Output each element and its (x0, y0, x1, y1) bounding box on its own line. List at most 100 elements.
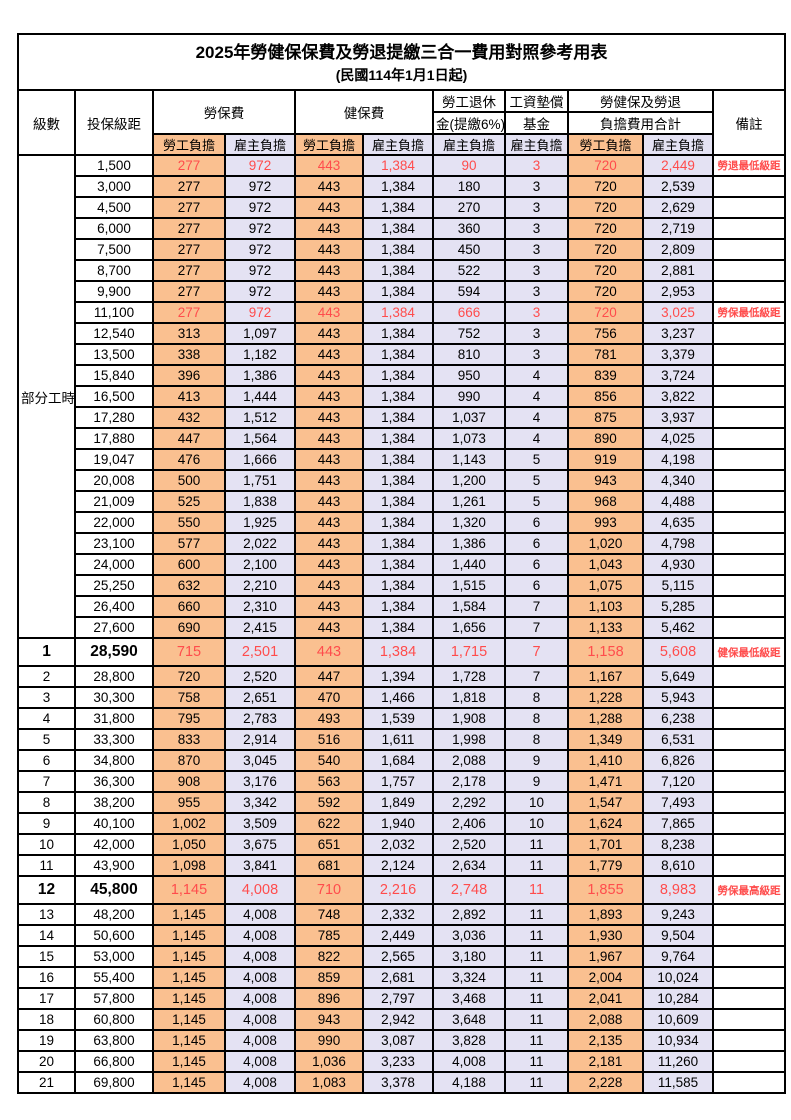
cell-level: 15 (17, 945, 76, 968)
cell-health-employee: 443 (294, 238, 364, 261)
cell-total-employer: 5,462 (642, 616, 714, 639)
cell-note (712, 616, 786, 639)
cell-bracket: 26,400 (74, 595, 154, 618)
table-row: 16 55,400 1,145 4,008 859 2,681 3,324 11 2,004 10… (17, 966, 786, 989)
cell-note (712, 749, 786, 772)
cell-total-employer: 3,937 (642, 406, 714, 429)
cell-bracket: 27,600 (74, 616, 154, 639)
cell-health-employee: 493 (294, 707, 364, 730)
cell-bracket: 6,000 (74, 217, 154, 240)
table-row: 27,600 690 2,415 443 1,384 1,656 7 1,133 5,462 (18, 616, 786, 639)
cell-wagefund-employer: 6 (504, 511, 569, 534)
cell-level: 11 (17, 854, 76, 877)
cell-health-employer: 1,757 (362, 770, 434, 793)
cell-total-employee: 1,779 (567, 854, 644, 877)
cell-pension-employer: 2,292 (432, 791, 506, 814)
cell-bracket: 66,800 (74, 1050, 154, 1073)
cell-bracket: 11,100 (74, 301, 154, 324)
cell-labor-employer: 2,415 (224, 616, 296, 639)
cell-bracket: 45,800 (74, 875, 154, 905)
cell-note (712, 217, 786, 240)
cell-pension-employer: 1,200 (432, 469, 506, 492)
cell-labor-employer: 1,512 (224, 406, 296, 429)
cell-bracket: 28,800 (74, 665, 154, 688)
cell-total-employer: 9,764 (642, 945, 714, 968)
cell-health-employer: 1,384 (362, 343, 434, 366)
cell-wagefund-employer: 3 (504, 217, 569, 240)
cell-wagefund-employer: 11 (504, 854, 569, 877)
cell-wagefund-employer: 7 (504, 595, 569, 618)
cell-labor-employer: 2,914 (224, 728, 296, 751)
cell-health-employee: 443 (294, 364, 364, 387)
col-header-labor-insurance: 勞保費 (152, 89, 296, 135)
cell-total-employee: 1,020 (567, 532, 644, 555)
cell-health-employee: 1,083 (294, 1071, 364, 1094)
cell-level: 10 (17, 833, 76, 856)
cell-level: 20 (17, 1050, 76, 1073)
cell-total-employee: 2,228 (567, 1071, 644, 1094)
cell-bracket: 60,800 (74, 1008, 154, 1031)
cell-wagefund-employer: 3 (504, 343, 569, 366)
cell-labor-employee: 277 (152, 259, 226, 282)
cell-pension-employer: 1,998 (432, 728, 506, 751)
cell-total-employer: 6,238 (642, 707, 714, 730)
cell-health-employee: 859 (294, 966, 364, 989)
table-row: 3,000 277 972 443 1,384 180 3 720 2,539 (18, 175, 786, 198)
cell-pension-employer: 270 (432, 196, 506, 219)
cell-note (712, 728, 786, 751)
cell-total-employer: 10,024 (642, 966, 714, 989)
cell-wagefund-employer: 11 (504, 966, 569, 989)
cell-pension-employer: 2,892 (432, 903, 506, 926)
cell-total-employer: 2,719 (642, 217, 714, 240)
cell-health-employer: 1,384 (362, 385, 434, 408)
cell-labor-employee: 500 (152, 469, 226, 492)
cell-health-employee: 563 (294, 770, 364, 793)
cell-bracket: 16,500 (74, 385, 154, 408)
cell-bracket: 7,500 (74, 238, 154, 261)
cell-labor-employee: 715 (152, 637, 226, 667)
cell-wagefund-employer: 11 (504, 1029, 569, 1052)
cell-wagefund-employer: 9 (504, 749, 569, 772)
cell-bracket: 38,200 (74, 791, 154, 814)
cell-health-employee: 443 (294, 511, 364, 534)
cell-bracket: 28,590 (74, 637, 154, 667)
cell-labor-employer: 2,501 (224, 637, 296, 667)
cell-bracket: 8,700 (74, 259, 154, 282)
cell-health-employer: 1,384 (362, 553, 434, 576)
cell-labor-employee: 277 (152, 280, 226, 303)
table-row: 14 50,600 1,145 4,008 785 2,449 3,036 11 1,930 9,… (17, 924, 786, 947)
cell-pension-employer: 2,520 (432, 833, 506, 856)
cell-labor-employer: 972 (224, 175, 296, 198)
cell-total-employer: 2,953 (642, 280, 714, 303)
cell-health-employee: 443 (294, 490, 364, 513)
cell-note (712, 665, 786, 688)
cell-bracket: 69,800 (74, 1071, 154, 1094)
cell-total-employee: 919 (567, 448, 644, 471)
cell-pension-employer: 1,386 (432, 532, 506, 555)
cell-pension-employer: 2,748 (432, 875, 506, 905)
cell-labor-employee: 1,145 (152, 1071, 226, 1094)
cell-total-employee: 1,701 (567, 833, 644, 856)
cell-labor-employee: 277 (152, 217, 226, 240)
cell-total-employer: 5,115 (642, 574, 714, 597)
cell-pension-employer: 752 (432, 322, 506, 345)
cell-labor-employee: 1,145 (152, 903, 226, 926)
cell-health-employer: 1,384 (362, 637, 434, 667)
table-row: 6,000 277 972 443 1,384 360 3 720 2,719 (18, 217, 786, 240)
cell-health-employer: 3,378 (362, 1071, 434, 1094)
subheader-labor-employee: 勞工負擔 (152, 133, 226, 156)
cell-note: 勞保最高級距 (712, 875, 786, 905)
table-row: 13,500 338 1,182 443 1,384 810 3 781 3,379 (18, 343, 786, 366)
cell-health-employee: 592 (294, 791, 364, 814)
cell-total-employer: 4,025 (642, 427, 714, 450)
cell-labor-employee: 1,145 (152, 924, 226, 947)
col-header-bracket: 投保級距 (74, 89, 154, 156)
table-row: 9 40,100 1,002 3,509 622 1,940 2,406 10 1,624 7,8… (17, 812, 786, 835)
cell-note (712, 238, 786, 261)
cell-labor-employer: 972 (224, 154, 296, 177)
cell-total-employer: 3,025 (642, 301, 714, 324)
cell-wagefund-employer: 3 (504, 196, 569, 219)
table-row: 16,500 413 1,444 443 1,384 990 4 856 3,822 (18, 385, 786, 408)
cell-bracket: 17,880 (74, 427, 154, 450)
cell-note (712, 903, 786, 926)
